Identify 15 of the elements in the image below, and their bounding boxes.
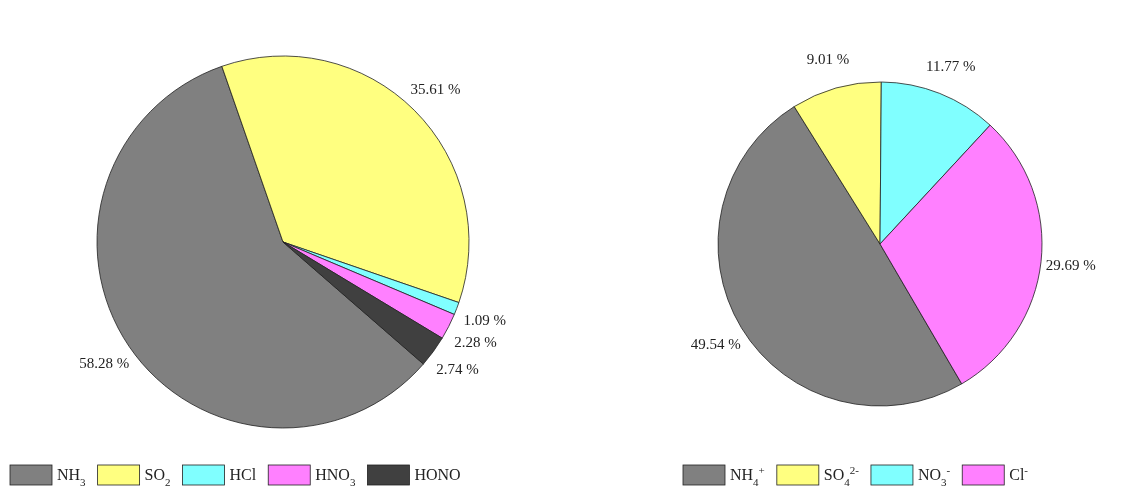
data-label: 29.69 % — [1045, 257, 1096, 274]
data-label: 1.09 % — [463, 311, 506, 328]
data-label: 35.61 % — [410, 81, 461, 98]
data-label: 2.28 % — [454, 333, 497, 350]
legend-label: NH$_{3}$ — [57, 466, 87, 488]
data-label: 9.01 % — [806, 51, 850, 68]
data-label: 58.28 % — [79, 355, 130, 372]
legend-label: HNO$_{3}$ — [315, 466, 356, 488]
legend-label: HCl — [229, 466, 257, 483]
data-label: 2.74 % — [436, 361, 479, 378]
data-label: 11.77 % — [926, 57, 976, 74]
legend-label: SO$_{2}$ — [144, 466, 171, 488]
data-label: 49.54 % — [690, 335, 741, 352]
legend-label: HONO — [414, 466, 461, 483]
legend-label: Cl$^{-}$ — [1009, 464, 1029, 483]
